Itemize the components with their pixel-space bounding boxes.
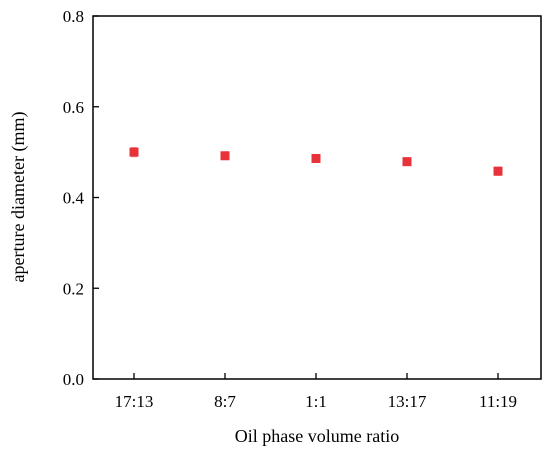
y-tick-label: 0.6 bbox=[63, 98, 84, 117]
y-tick-label: 0.4 bbox=[63, 189, 85, 208]
x-tick-label: 8:7 bbox=[214, 392, 236, 411]
plot-frame bbox=[92, 15, 542, 380]
data-point bbox=[311, 153, 321, 163]
x-tick-label: 13:17 bbox=[388, 392, 427, 411]
x-axis-title: Oil phase volume ratio bbox=[235, 426, 399, 446]
y-tick-label: 0.2 bbox=[63, 279, 84, 298]
y-axis: 0.0 0.2 0.4 0.6 0.8 bbox=[63, 7, 99, 389]
x-tick-label: 1:1 bbox=[305, 392, 327, 411]
y-axis-title: aperture diameter (mm) bbox=[8, 112, 29, 283]
data-series bbox=[129, 146, 503, 176]
y-tick-label: 0.8 bbox=[63, 7, 84, 26]
x-tick-label: 11:19 bbox=[479, 392, 517, 411]
x-tick-label: 17:13 bbox=[115, 392, 154, 411]
y-tick-label: 0.0 bbox=[63, 370, 84, 389]
x-axis: 17:13 8:7 1:1 13:17 11:19 bbox=[115, 373, 517, 411]
data-point bbox=[493, 166, 503, 176]
data-point bbox=[129, 147, 139, 157]
data-point bbox=[220, 151, 230, 161]
data-point bbox=[402, 157, 412, 167]
